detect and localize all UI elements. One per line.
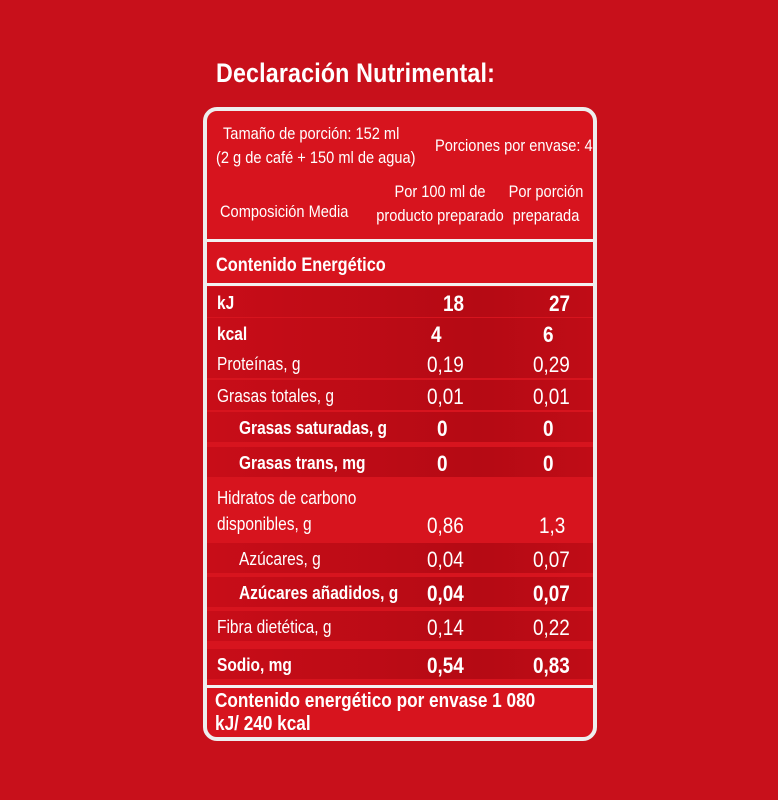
- table-row-kj: kJ 18 27: [207, 287, 593, 317]
- row-value-perportion: 27: [549, 291, 571, 316]
- row-label: kcal: [217, 324, 248, 344]
- portions-per-container: Porciones por envase: 40: [435, 136, 597, 155]
- column-header-per100-line2: producto preparado: [376, 206, 504, 225]
- serving-size-line2: (2 g de café + 150 ml de agua): [216, 148, 416, 167]
- table-row-carbohydrates: Hidratos de carbono disponibles, g 0,86 …: [207, 483, 593, 539]
- table-row-added-sugars: Azúcares añadidos, g 0,04 0,07: [207, 577, 593, 607]
- table-row-total-fat: Grasas totales, g 0,01 0,01: [207, 380, 593, 410]
- row-value-perportion: 0,01: [533, 384, 570, 409]
- table-row-trans-fat: Grasas trans, mg 0 0: [207, 447, 593, 477]
- row-label: Proteínas, g: [217, 354, 301, 374]
- footer-energy-per-container: Contenido energético por envase 1 080 kJ…: [207, 689, 593, 737]
- nutrition-table: Tamaño de porción: 152 ml (2 g de café +…: [203, 107, 597, 741]
- row-value-per100: 0: [437, 451, 448, 476]
- row-value-per100: 0,14: [427, 615, 464, 640]
- column-header-per100-line1: Por 100 ml de: [394, 182, 486, 201]
- row-label: Fibra dietética, g: [217, 617, 332, 637]
- row-value-per100: 0,04: [427, 581, 464, 606]
- row-value-per100: 0: [437, 416, 448, 441]
- row-value-per100: 0,86: [427, 513, 464, 538]
- divider: [207, 239, 593, 242]
- table-row-fiber: Fibra dietética, g 0,14 0,22: [207, 611, 593, 641]
- table-row-proteins: Proteínas, g 0,19 0,29: [207, 348, 593, 378]
- row-label: Grasas totales, g: [217, 386, 335, 406]
- row-label: Sodio, mg: [217, 655, 292, 675]
- row-value-per100: 18: [443, 291, 465, 316]
- page-title: Declaración Nutrimental:: [216, 58, 495, 88]
- row-value-perportion: 0,29: [533, 352, 570, 377]
- row-label: Grasas saturadas, g: [239, 418, 388, 438]
- row-label: Azúcares, g: [239, 549, 321, 569]
- footer-text: Contenido energético por envase 1 080 kJ…: [215, 690, 536, 735]
- row-value-perportion: 0: [543, 416, 554, 441]
- row-label-line2: disponibles, g: [217, 514, 312, 534]
- row-value-per100: 0,19: [427, 352, 464, 377]
- column-header-perportion-line2: preparada: [512, 206, 580, 225]
- row-label-line1: Hidratos de carbono: [217, 488, 357, 508]
- table-row-kcal: kcal 4 6: [207, 318, 593, 348]
- table-row-sugars: Azúcares, g 0,04 0,07: [207, 543, 593, 573]
- column-header-perportion-line1: Por porción: [508, 182, 584, 201]
- row-label: Azúcares añadidos, g: [239, 583, 399, 603]
- row-value-per100: 0,04: [427, 547, 464, 572]
- row-value-per100: 4: [431, 322, 442, 347]
- row-value-per100: 0,54: [427, 653, 464, 678]
- divider: [207, 685, 593, 688]
- row-label: Grasas trans, mg: [239, 453, 366, 473]
- serving-size-line1: Tamaño de porción: 152 ml: [223, 124, 400, 143]
- row-value-perportion: 0: [543, 451, 554, 476]
- row-value-perportion: 0,83: [533, 653, 570, 678]
- table-row-sodium: Sodio, mg 0,54 0,83: [207, 649, 593, 679]
- row-value-perportion: 1,3: [539, 513, 566, 538]
- row-value-per100: 0,01: [427, 384, 464, 409]
- row-label: kJ: [217, 293, 235, 313]
- section-energy: Contenido Energético: [216, 255, 386, 276]
- table-row-saturated-fat: Grasas saturadas, g 0 0: [207, 412, 593, 442]
- row-value-perportion: 0,22: [533, 615, 570, 640]
- row-value-perportion: 0,07: [533, 581, 570, 606]
- row-value-perportion: 0,07: [533, 547, 570, 572]
- divider: [207, 283, 593, 286]
- column-header-composition: Composición Media: [220, 202, 349, 221]
- row-value-perportion: 6: [543, 322, 554, 347]
